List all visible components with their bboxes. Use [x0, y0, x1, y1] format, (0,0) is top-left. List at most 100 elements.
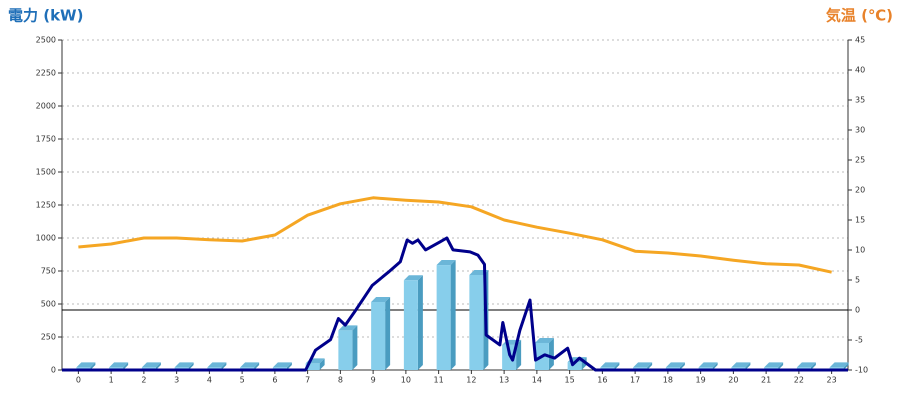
bar — [436, 265, 451, 370]
line — [62, 236, 848, 372]
bar-top — [600, 362, 620, 368]
x-tick-label: 20 — [728, 376, 738, 385]
bar-side — [188, 362, 194, 370]
y-tick-label: 1500 — [36, 168, 56, 177]
y-tick-label: 1000 — [36, 234, 56, 243]
y-tick-label: 1750 — [36, 135, 56, 144]
x-tick-label: 8 — [338, 376, 343, 385]
x-tick-label: 14 — [532, 376, 542, 385]
y-tick-label: 250 — [41, 333, 56, 342]
y2-axis-title: 気温 (℃) — [826, 7, 893, 25]
y-tick-label: 2250 — [36, 69, 56, 78]
bar — [469, 274, 484, 370]
bar-top — [338, 325, 358, 331]
y2-tick-label: 20 — [855, 186, 865, 195]
x-tick-label: 17 — [630, 376, 640, 385]
x-tick-label: 7 — [305, 376, 310, 385]
y-tick-label: 0 — [51, 366, 56, 375]
y2-tick-label: 25 — [855, 156, 865, 165]
y2-tick-label: 10 — [855, 246, 865, 255]
bar — [338, 330, 353, 370]
y-tick-label: 2000 — [36, 102, 56, 111]
bar-top — [665, 362, 685, 368]
y2-tick-label: 30 — [855, 126, 865, 135]
bar — [371, 302, 386, 370]
bar-side — [352, 325, 358, 370]
bar-top — [207, 362, 227, 368]
bar-side — [450, 260, 456, 370]
bar-side — [319, 358, 325, 370]
bar-side — [810, 362, 816, 370]
bar-side — [745, 362, 751, 370]
x-tick-label: 6 — [272, 376, 277, 385]
bar-side — [254, 362, 260, 370]
x-tick-label: 5 — [240, 376, 245, 385]
bar-top — [174, 362, 194, 368]
x-tick-label: 23 — [827, 376, 837, 385]
bar-side — [548, 337, 554, 370]
bar-top — [731, 362, 751, 368]
bar-top — [272, 362, 292, 368]
x-tick-label: 10 — [401, 376, 411, 385]
line — [78, 196, 832, 274]
x-tick-label: 18 — [663, 376, 673, 385]
x-tick-label: 22 — [794, 376, 804, 385]
bar-top — [76, 362, 96, 368]
bar-side — [286, 362, 292, 370]
y2-tick-label: -10 — [855, 366, 868, 375]
x-tick-label: 3 — [174, 376, 179, 385]
y2-tick-label: 35 — [855, 96, 865, 105]
bar-side — [679, 362, 685, 370]
x-tick-label: 19 — [696, 376, 706, 385]
bar-side — [123, 362, 129, 370]
x-tick-label: 16 — [597, 376, 607, 385]
bar — [567, 362, 582, 370]
bar-top — [403, 275, 423, 281]
x-tick-label: 12 — [466, 376, 476, 385]
bar-top — [240, 362, 260, 368]
bar-side — [516, 339, 522, 370]
y-tick-label: 500 — [41, 300, 56, 309]
bar-side — [385, 297, 391, 370]
bar-top — [829, 362, 849, 368]
x-tick-label: 15 — [565, 376, 575, 385]
bar-side — [155, 362, 161, 370]
y2-tick-label: 5 — [855, 276, 860, 285]
bar-side — [417, 275, 423, 370]
bar-top — [436, 260, 456, 266]
x-tick-label: 13 — [499, 376, 509, 385]
bar — [502, 344, 517, 370]
y2-tick-label: 45 — [855, 36, 865, 45]
y2-tick-label: -5 — [855, 336, 863, 345]
bar-side — [614, 362, 620, 370]
x-tick-label: 11 — [434, 376, 444, 385]
bar-top — [698, 362, 718, 368]
x-tick-label: 9 — [371, 376, 376, 385]
bar-side — [843, 362, 849, 370]
y-tick-label: 1250 — [36, 201, 56, 210]
bar-side — [712, 362, 718, 370]
y-axis-title: 電力 (kW) — [8, 7, 83, 25]
bar-top — [109, 362, 129, 368]
bar-top — [796, 362, 816, 368]
y2-tick-label: 15 — [855, 216, 865, 225]
bar-side — [647, 362, 653, 370]
bar-top — [371, 297, 391, 303]
y-tick-label: 750 — [41, 267, 56, 276]
x-tick-label: 21 — [761, 376, 771, 385]
bar-side — [221, 362, 227, 370]
bar-top — [141, 362, 161, 368]
bar-side — [778, 362, 784, 370]
x-tick-label: 0 — [76, 376, 81, 385]
bar — [305, 363, 320, 370]
bar-top — [764, 362, 784, 368]
bar-top — [633, 362, 653, 368]
bar-side — [581, 357, 587, 370]
y-tick-label: 2500 — [36, 36, 56, 45]
bar — [403, 280, 418, 370]
y2-tick-label: 0 — [855, 306, 860, 315]
y2-tick-label: 40 — [855, 66, 865, 75]
bar-top — [534, 337, 554, 343]
bar-side — [90, 362, 96, 370]
